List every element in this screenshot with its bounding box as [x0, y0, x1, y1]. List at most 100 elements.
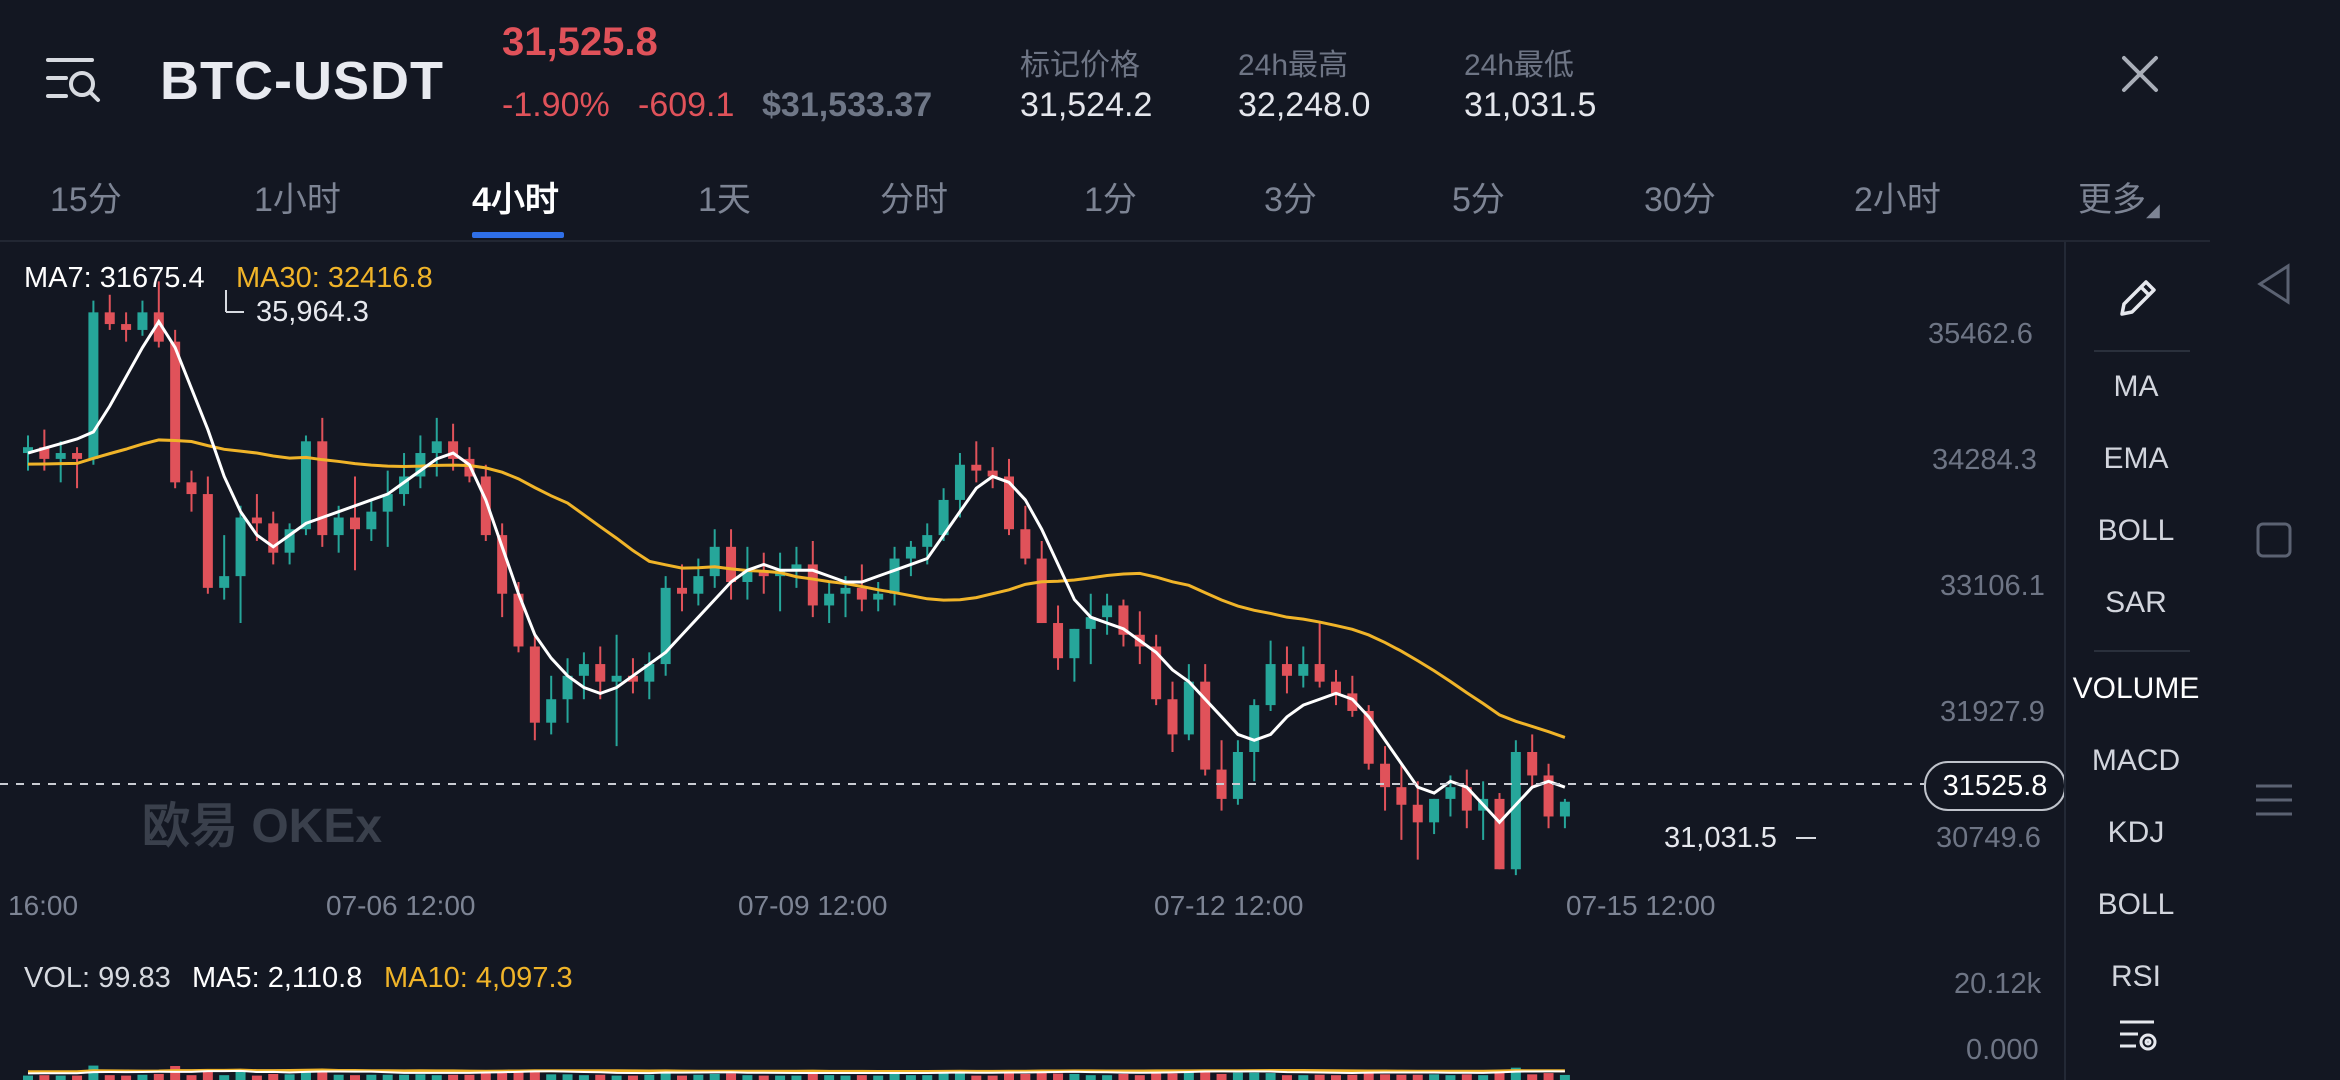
tab-timeline[interactable]: 分时 [880, 181, 948, 219]
volume-bar [938, 1073, 949, 1080]
candle [1167, 699, 1178, 735]
candle [1249, 705, 1260, 752]
volume-bar [431, 1075, 442, 1080]
candle [497, 535, 508, 594]
volume-bar [922, 1075, 933, 1080]
candle [873, 593, 884, 600]
home-nav-icon[interactable] [2254, 520, 2294, 560]
candle [219, 576, 230, 588]
volume-bar [824, 1075, 835, 1080]
volume-bar [595, 1074, 606, 1080]
volume-ma-line [27, 1068, 1565, 1074]
volume-bar [987, 1075, 998, 1080]
indicator-volume[interactable]: VOLUME [2072, 672, 2200, 705]
candle [431, 441, 442, 454]
candle [121, 324, 132, 330]
tab-1d[interactable]: 1天 [698, 181, 751, 219]
candle [644, 664, 655, 682]
indicator-ema[interactable]: EMA [2103, 442, 2169, 475]
usd-price: $31,533.37 [762, 86, 933, 124]
candlestick-chart[interactable] [0, 242, 2064, 922]
chart-settings-icon[interactable] [2114, 1012, 2162, 1060]
volume-bar [1494, 1071, 1505, 1080]
tab-more[interactable]: 更多◢ [2078, 172, 2160, 221]
tab-5m[interactable]: 5分 [1452, 181, 1505, 219]
volume-bar [55, 1075, 66, 1080]
indicator-rsi[interactable]: RSI [2110, 960, 2161, 986]
ma30-line [27, 438, 1566, 739]
change-amount: -609.1 [638, 86, 735, 124]
candle [153, 312, 164, 342]
okex-watermark: 欧易 OKEx [142, 800, 383, 853]
pencil-icon[interactable] [2112, 272, 2164, 324]
candle [1429, 798, 1440, 823]
volume-bar [1314, 1074, 1325, 1080]
tab-2h[interactable]: 2小时 [1854, 181, 1941, 219]
volume-bar [611, 1075, 622, 1080]
volume-bar [268, 1073, 279, 1080]
volume-bar [873, 1075, 884, 1080]
volume-bar [546, 1074, 557, 1080]
volume-chart[interactable] [0, 1000, 2064, 1080]
recents-nav-icon[interactable] [2250, 780, 2298, 820]
indicator-kdj[interactable]: KDJ [2107, 816, 2165, 849]
tab-1h[interactable]: 1小时 [254, 181, 341, 219]
volume-bar [1053, 1073, 1064, 1080]
volume-bar [1265, 1073, 1276, 1080]
volume-bar [627, 1075, 638, 1080]
candle [1183, 681, 1194, 735]
tab-15m[interactable]: 15分 [50, 181, 122, 219]
volume-bar [1559, 1074, 1570, 1080]
candle [1445, 787, 1456, 799]
volume-bar [464, 1074, 475, 1080]
last-price: 31,525.8 [502, 20, 658, 64]
candle [938, 499, 949, 536]
indicator-ma[interactable]: MA [2113, 370, 2159, 403]
tab-1m[interactable]: 1分 [1084, 181, 1137, 219]
indicator-boll-sub[interactable]: BOLL [2097, 888, 2175, 921]
volume-bar [1085, 1075, 1096, 1080]
candle [1232, 752, 1243, 799]
volume-bar [513, 1072, 524, 1080]
tab-30m[interactable]: 30分 [1644, 181, 1716, 219]
indicator-panel-border [2064, 242, 2066, 1080]
volume-bar [39, 1075, 50, 1080]
candle [1494, 798, 1505, 870]
menu-search-icon[interactable] [40, 50, 104, 114]
volume-bar [251, 1075, 262, 1080]
candle [235, 517, 246, 577]
indicator-macd[interactable]: MACD [2091, 744, 2181, 777]
candle [709, 546, 720, 577]
candle [611, 675, 622, 682]
volume-bar [1363, 1072, 1374, 1080]
volume-bar [317, 1069, 328, 1080]
candle [186, 482, 197, 495]
candle [791, 564, 802, 571]
tab-4h[interactable]: 4小时 [472, 181, 559, 219]
candle [1363, 710, 1374, 764]
time-axis-label: 07-12 12:00 [1154, 890, 1304, 921]
high-price-label: 35,964.3 [256, 296, 369, 328]
volume-bar [775, 1075, 786, 1080]
candle [170, 341, 181, 483]
candle [480, 476, 491, 536]
indicator-sar[interactable]: SAR [2105, 586, 2167, 619]
volume-bar [791, 1075, 802, 1080]
volume-bar [1461, 1074, 1472, 1080]
close-icon[interactable] [2112, 46, 2168, 102]
volume-bar [971, 1075, 982, 1080]
candle [72, 453, 83, 459]
candle [251, 517, 262, 524]
back-nav-icon[interactable] [2250, 260, 2298, 308]
volume-bar [758, 1075, 769, 1080]
volume-ma5-line [27, 1069, 1565, 1075]
candle [1380, 763, 1391, 788]
indicator-boll[interactable]: BOLL [2097, 514, 2175, 547]
tab-3m[interactable]: 3分 [1264, 181, 1317, 219]
symbol-title[interactable]: BTC-USDT [160, 51, 444, 111]
candle [1347, 693, 1358, 711]
volume-bar [300, 1069, 311, 1080]
ma7-legend: MA7: 31675.4 [24, 262, 205, 294]
candle [284, 529, 295, 553]
candle [202, 494, 213, 588]
